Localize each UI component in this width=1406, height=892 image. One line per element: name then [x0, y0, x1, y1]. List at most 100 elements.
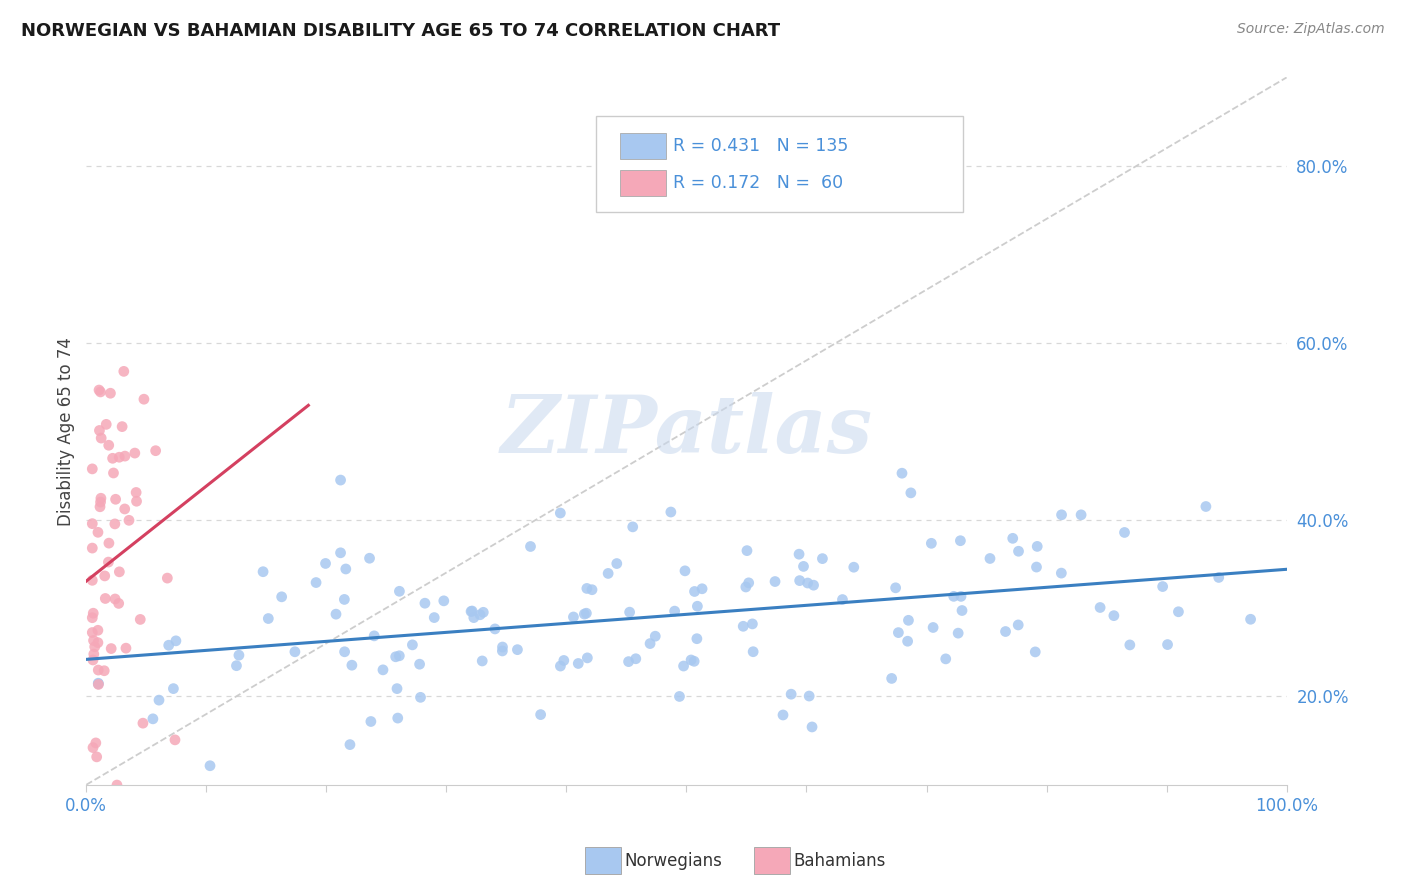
FancyBboxPatch shape: [620, 170, 665, 195]
Text: ZIPatlas: ZIPatlas: [501, 392, 873, 470]
Point: [409, 690, 432, 705]
Point: [315, 557, 337, 571]
Point: [471, 654, 494, 668]
Point: [468, 607, 491, 622]
Point: [83, 640, 105, 654]
Point: [519, 540, 541, 554]
Point: [105, 778, 128, 792]
Point: [82, 611, 104, 625]
Point: [84, 736, 107, 750]
Point: [891, 467, 914, 481]
Point: [491, 640, 513, 654]
Point: [1088, 600, 1111, 615]
Point: [742, 645, 765, 659]
Point: [108, 450, 131, 465]
Point: [82, 462, 104, 476]
Point: [124, 446, 146, 460]
Point: [1195, 500, 1218, 514]
Point: [1025, 560, 1047, 574]
Point: [112, 364, 135, 378]
Text: R = 0.172   N =  60: R = 0.172 N = 60: [673, 174, 844, 192]
Point: [94, 591, 117, 606]
Text: NORWEGIAN VS BAHAMIAN DISABILITY AGE 65 TO 74 CORRELATION CHART: NORWEGIAN VS BAHAMIAN DISABILITY AGE 65 …: [21, 22, 780, 40]
Point: [132, 716, 155, 731]
Point: [360, 714, 382, 729]
Point: [946, 626, 969, 640]
Point: [101, 451, 124, 466]
Point: [108, 565, 131, 579]
Point: [83, 633, 105, 648]
Point: [979, 551, 1001, 566]
Point: [82, 740, 104, 755]
Point: [148, 693, 170, 707]
Point: [82, 574, 104, 588]
Point: [82, 625, 104, 640]
Point: [384, 649, 406, 664]
Point: [329, 473, 352, 487]
Point: [733, 619, 755, 633]
Point: [1208, 570, 1230, 584]
Point: [672, 659, 695, 673]
Point: [506, 642, 529, 657]
Point: [82, 606, 104, 620]
Point: [87, 663, 110, 677]
Point: [82, 516, 104, 531]
Point: [100, 386, 122, 401]
Point: [359, 551, 381, 566]
Point: [408, 657, 430, 672]
Point: [87, 785, 110, 799]
Point: [491, 644, 513, 658]
Point: [87, 383, 110, 397]
Point: [86, 750, 108, 764]
Point: [1050, 508, 1073, 522]
Point: [550, 506, 572, 520]
Point: [103, 466, 125, 480]
Point: [460, 604, 482, 618]
Point: [664, 604, 686, 618]
Point: [97, 555, 120, 569]
Point: [576, 651, 599, 665]
Point: [1001, 532, 1024, 546]
Point: [617, 655, 640, 669]
Point: [484, 622, 506, 636]
Point: [789, 574, 811, 588]
Point: [125, 494, 148, 508]
Point: [93, 569, 115, 583]
Point: [659, 505, 682, 519]
Point: [96, 417, 118, 432]
Point: [111, 419, 134, 434]
Point: [83, 647, 105, 661]
Point: [156, 571, 179, 585]
Point: [87, 635, 110, 649]
Point: [104, 592, 127, 607]
Point: [575, 606, 598, 620]
Point: [581, 582, 603, 597]
Point: [681, 653, 703, 667]
FancyBboxPatch shape: [596, 116, 963, 211]
Point: [1007, 544, 1029, 558]
Point: [97, 438, 120, 452]
Point: [638, 636, 661, 650]
Point: [90, 491, 112, 506]
Text: Source: ZipAtlas.com: Source: ZipAtlas.com: [1237, 22, 1385, 37]
Point: [1007, 618, 1029, 632]
Point: [1152, 580, 1174, 594]
Y-axis label: Disability Age 65 to 74: Disability Age 65 to 74: [58, 336, 75, 525]
Point: [550, 659, 572, 673]
Point: [157, 638, 180, 652]
Point: [125, 485, 148, 500]
Point: [104, 516, 127, 531]
Point: [284, 645, 307, 659]
Point: [225, 658, 247, 673]
Point: [165, 633, 187, 648]
Point: [388, 584, 411, 599]
Point: [463, 610, 485, 624]
Point: [87, 525, 110, 540]
Point: [683, 584, 706, 599]
Point: [734, 580, 756, 594]
Point: [530, 707, 553, 722]
Point: [1119, 638, 1142, 652]
Point: [950, 603, 973, 617]
Point: [325, 607, 347, 622]
Point: [129, 612, 152, 626]
